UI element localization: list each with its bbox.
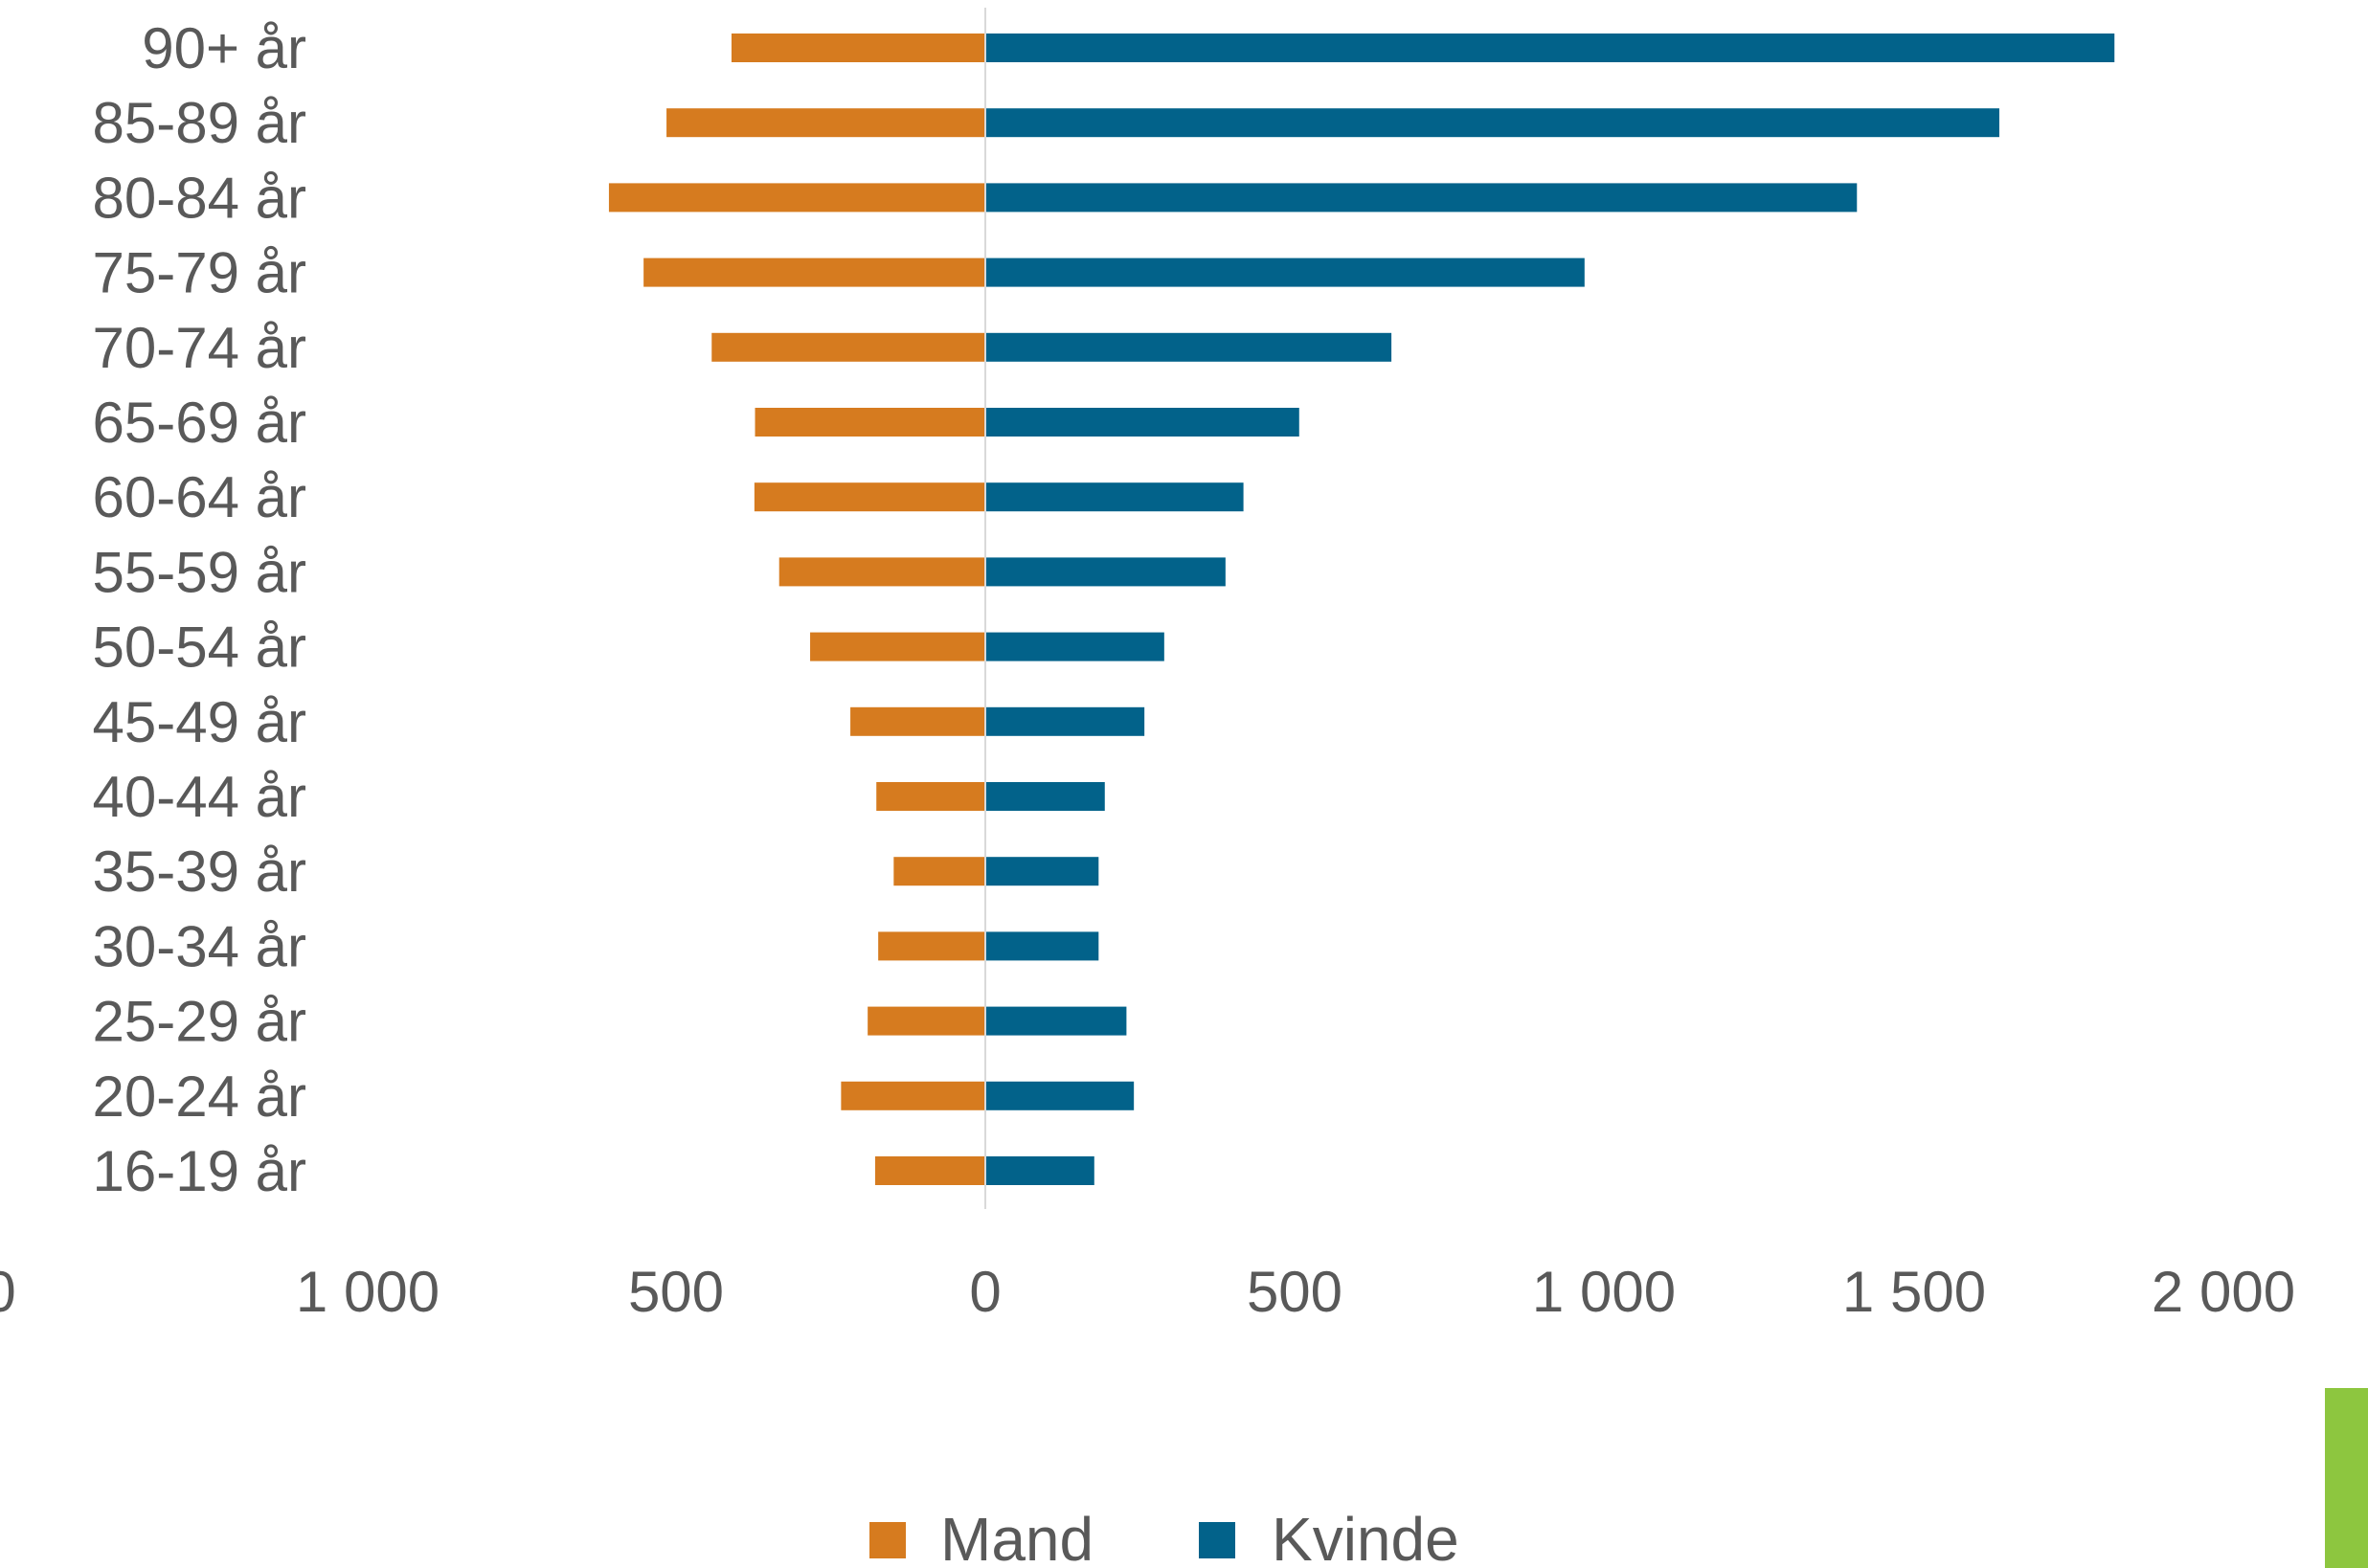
bar-mand-30-34-r	[878, 931, 985, 961]
bar-mand-16-19-r	[874, 1156, 985, 1185]
bar-mand-75-79-r	[643, 258, 985, 287]
legend-swatch-kvinde	[1199, 1522, 1235, 1558]
x-tick-label: 2 000	[2152, 1260, 2295, 1324]
category-label-60-64-r: 60-64 år	[93, 465, 306, 529]
category-label-20-24-r: 20-24 år	[93, 1064, 306, 1129]
bar-mand-85-89-r	[666, 108, 985, 138]
category-label-85-89-r: 85-89 år	[93, 91, 306, 155]
category-label-25-29-r: 25-29 år	[93, 990, 306, 1054]
bar-kvinde-35-39-r	[985, 857, 1099, 886]
category-label-30-34-r: 30-34 år	[93, 914, 306, 978]
legend-label-mand: Mand	[940, 1505, 1094, 1568]
x-tick-label: 0	[969, 1260, 1001, 1324]
bar-mand-80-84-r	[608, 183, 985, 213]
bar-kvinde-45-49-r	[985, 706, 1145, 736]
category-label-16-19-r: 16-19 år	[93, 1139, 306, 1203]
bar-mand-25-29-r	[868, 1006, 985, 1036]
category-label-55-59-r: 55-59 år	[93, 540, 306, 604]
x-tick-label: 500	[1247, 1260, 1342, 1324]
category-label-80-84-r: 80-84 år	[93, 166, 306, 230]
bar-kvinde-70-74-r	[985, 332, 1392, 362]
bar-kvinde-16-19-r	[985, 1156, 1094, 1185]
bar-kvinde-40-44-r	[985, 782, 1105, 811]
bar-kvinde-65-69-r	[985, 408, 1299, 437]
bar-mand-20-24-r	[841, 1081, 985, 1110]
x-tick-label: 1 000	[1532, 1260, 1676, 1324]
x-axis-tick-labels: 0 1 000 500 0 500 1 000 1 500 2 000	[0, 1260, 2295, 1324]
x-tick-label: 500	[628, 1260, 724, 1324]
bar-mand-55-59-r	[778, 557, 985, 587]
bar-kvinde-25-29-r	[985, 1006, 1127, 1036]
x-tick-label: 0	[0, 1260, 16, 1324]
category-label-65-69-r: 65-69 år	[93, 391, 306, 455]
accent-bar	[2325, 1388, 2368, 1568]
legend-label-kvinde: Kvinde	[1272, 1505, 1459, 1568]
category-label-40-44-r: 40-44 år	[93, 765, 306, 829]
category-label-45-49-r: 45-49 år	[93, 690, 306, 754]
bar-mand-60-64-r	[754, 482, 985, 512]
bar-kvinde-85-89-r	[985, 108, 1999, 138]
series-mand-bars	[608, 34, 985, 1185]
x-tick-label: 1 000	[296, 1260, 440, 1324]
bar-mand-40-44-r	[876, 782, 985, 811]
bar-kvinde-90-r	[985, 34, 2115, 62]
category-label-35-39-r: 35-39 år	[93, 840, 306, 904]
category-label-90-r: 90+ år	[142, 16, 306, 80]
bar-kvinde-75-79-r	[985, 258, 1585, 287]
bar-mand-70-74-r	[711, 332, 985, 362]
bar-mand-45-49-r	[850, 706, 985, 736]
series-kvinde-bars	[985, 34, 2115, 1185]
bar-mand-90-r	[731, 34, 985, 62]
bar-mand-35-39-r	[893, 857, 985, 886]
category-label-70-74-r: 70-74 år	[93, 316, 306, 380]
bar-kvinde-55-59-r	[985, 557, 1226, 587]
bar-kvinde-80-84-r	[985, 183, 1858, 213]
category-label-50-54-r: 50-54 år	[93, 616, 306, 680]
bar-kvinde-50-54-r	[985, 632, 1164, 661]
bar-kvinde-60-64-r	[985, 482, 1244, 512]
category-label-75-79-r: 75-79 år	[93, 241, 306, 305]
legend: Mand Kvinde	[869, 1505, 1459, 1568]
bar-kvinde-30-34-r	[985, 931, 1099, 961]
legend-swatch-mand	[869, 1522, 906, 1558]
category-labels: 90+ år 85-89 år 80-84 år 75-79 år 70-74 år 65…	[93, 16, 306, 1203]
bar-kvinde-20-24-r	[985, 1081, 1135, 1110]
bar-mand-50-54-r	[810, 632, 985, 661]
x-tick-label: 1 500	[1842, 1260, 1986, 1324]
bar-mand-65-69-r	[755, 408, 985, 437]
